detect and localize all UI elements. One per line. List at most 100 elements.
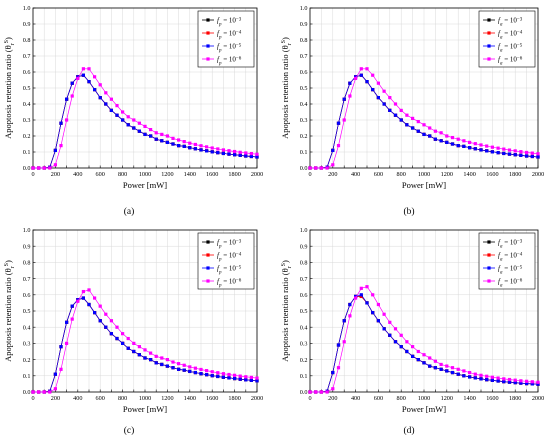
data-point [87,67,91,71]
data-point [319,390,323,394]
x-axis-title: Power [mW] [123,404,167,414]
data-point [93,75,97,79]
y-tick-label: 1.0 [23,227,31,234]
data-point [399,345,403,349]
data-point [199,372,203,376]
data-point [193,366,197,370]
legend-item: fa = 10−3 [483,238,523,249]
data-point [422,353,426,357]
x-tick-label: 800 [397,395,406,402]
data-point [473,147,477,151]
legend-var-sub: a [500,270,503,275]
data-point [354,296,358,300]
legend: fp = 10−3fp = 10−4fp = 10−5fp = 10−6 [197,10,255,68]
legend-exp: −3 [517,239,523,244]
data-point [513,381,517,385]
y-tick-label: 0.1 [23,149,31,156]
x-tick-label: 400 [73,395,82,402]
data-point [399,333,403,337]
x-tick-label: 2000 [251,171,263,178]
data-point [348,302,352,307]
data-point [336,366,341,370]
data-point [405,123,409,127]
legend-label: fp = 10−6 [217,55,242,66]
legend-var-sub: a [500,283,503,288]
data-point [456,137,460,141]
legend-eq: = 10 [221,238,236,246]
y-tick-label: 0.6 [300,292,308,299]
legend-exp: −4 [517,252,523,257]
data-point [59,367,63,371]
data-point [37,166,41,170]
data-point [416,349,420,354]
data-point [221,372,225,376]
data-point [393,113,398,117]
data-point [479,373,483,377]
data-point [473,142,477,146]
y-axis-title-sup: S [4,40,10,43]
data-point [485,378,489,382]
legend-var-sub: p [218,270,222,275]
data-point [439,131,443,135]
legend: fa = 10−3fa = 10−4fa = 10−5fa = 10−6 [478,232,536,290]
data-point [244,375,248,379]
x-tick-label: 1000 [139,171,151,178]
data-point [193,370,197,375]
y-tick-label: 0.8 [23,260,31,267]
legend-exp: −5 [517,265,523,270]
legend-var-sub: a [500,257,503,262]
data-point [188,365,192,369]
data-point [104,312,108,316]
x-tick-label: 1400 [184,171,196,178]
x-tick-label: 1200 [441,171,453,178]
data-point [496,379,500,383]
legend-item: fa = 10−3 [483,16,523,27]
data-point [507,377,512,382]
data-point [479,148,483,152]
x-tick-label: 1000 [418,171,430,178]
data-point [93,311,97,315]
data-point [42,166,46,170]
data-point [205,373,209,377]
data-point [137,353,141,357]
legend-eq: = 10 [221,277,236,285]
data-point [87,302,91,307]
data-point [149,134,153,138]
legend: fa = 10−3fa = 10−4fa = 10−5fa = 10−6 [478,10,536,68]
x-tick-label: 0 [308,395,311,402]
data-point [109,319,113,323]
legend-label: fa = 10−3 [498,238,523,249]
data-point [525,379,529,383]
y-axis-title-main: Apoptosis retention ratio (θ [280,268,290,362]
data-point [450,136,455,140]
data-point [98,83,102,87]
legend-marker [487,44,491,48]
data-point [519,150,523,154]
legend-marker [206,240,210,244]
legend-var: f [217,277,220,285]
data-point [468,146,472,150]
data-point [160,362,164,367]
legend-var: f [498,277,501,285]
legend-label: fp = 10−3 [217,16,242,27]
legend-var: f [217,42,220,50]
data-point [104,91,108,95]
legend-var-sub: p [218,283,222,288]
data-point [376,302,380,307]
data-point [502,380,506,384]
y-tick-label: 0.7 [23,53,31,60]
y-tick-label: 0.3 [23,341,31,348]
data-point [445,134,449,138]
data-point [76,299,80,303]
data-point [154,131,158,135]
data-point [462,144,466,148]
data-point [255,152,259,156]
data-point [210,374,214,378]
y-tick-label: 0.2 [300,357,308,364]
data-point [31,166,35,170]
x-tick-label: 600 [96,395,105,402]
data-point [376,319,380,323]
data-point [227,372,231,377]
data-point [371,88,375,92]
